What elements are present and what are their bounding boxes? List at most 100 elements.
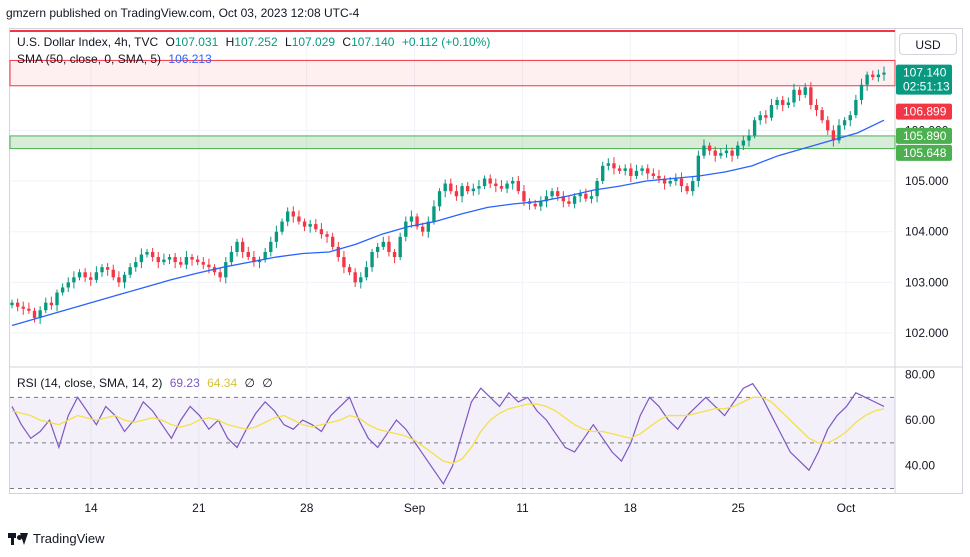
candle-body [685,186,689,192]
candle-body [471,188,475,192]
h-label: H [225,35,235,49]
time-tick-label: 11 [516,501,529,515]
price-label-box [896,103,952,120]
candle-body [769,105,774,118]
candle-body [617,168,622,171]
candle-body [77,272,82,278]
candle-body [21,306,25,309]
candle-body [707,145,712,151]
price-tick-label: 105.000 [905,174,949,188]
candle-body [826,120,830,131]
candle-body [730,150,734,156]
rsi-sma-line [11,396,885,465]
candle-body [308,224,312,227]
candle-body [477,186,481,189]
candle-body [409,216,414,222]
time-tick-label: Oct [837,501,856,515]
candle-body [803,87,807,95]
rsi-value: 69.23 [169,376,200,390]
resistance-zone [9,59,896,87]
candle-body [139,254,144,263]
candle-body [814,105,819,111]
candle-body [100,267,104,273]
candle-body [89,277,93,280]
sma-label[interactable]: SMA (50, close, 0, SMA, 5) [17,52,162,66]
tradingview-logo-icon [8,532,28,545]
price-label-box [896,144,952,161]
candle-body [460,186,464,197]
candle-body [859,84,864,100]
brand-name: TradingView [33,531,105,546]
candle-body [578,193,582,197]
candle-body [156,257,160,263]
candle-body [297,216,301,222]
candle-body [404,221,408,237]
candle-body [865,74,869,85]
candle-body [60,287,65,293]
candle-body [94,272,99,280]
candle-body [330,236,335,247]
main-legend: U.S. Dollar Index, 4h, TVC O107.031 H107… [17,35,494,49]
publish-header: gmzern published on TradingView.com, Oct… [6,6,360,20]
price-tick-label: 102.000 [905,326,949,340]
candle-body [145,251,149,255]
candle-body [173,257,177,263]
candle-body [224,262,228,278]
candle-body [854,99,858,116]
candle-body [494,183,498,187]
price-label-text: 105.648 [903,146,947,160]
symbol-name[interactable]: U.S. Dollar Index, 4h, TVC [17,35,159,49]
candle-body [606,163,611,166]
candle-body [561,196,566,202]
time-tick-label: 25 [731,501,745,515]
c-label: C [342,35,352,49]
candle-body [150,251,155,258]
candle-body [15,302,20,307]
candle-body [674,178,678,182]
candle-body [319,229,324,235]
currency-button[interactable]: USD [899,33,957,55]
candle-body [550,191,554,197]
candle-body [285,211,290,222]
rsi-label[interactable]: RSI (14, close, SMA, 14, 2) [17,376,163,390]
candle-body [876,74,881,78]
candle-body [544,196,549,202]
candle-body [207,264,211,268]
rsi-extra-2: ∅ [262,376,273,390]
chart-frame [9,28,963,494]
candle-body [302,221,307,227]
rsi-tick-label: 40.00 [905,459,935,473]
candle-body [105,267,110,270]
candle-body [758,115,762,121]
candle-body [364,267,369,278]
candle-body [454,191,459,197]
candle-body [572,196,577,204]
candle-body [719,153,723,156]
low-value: 107.029 [291,35,336,49]
candle-body [657,175,661,179]
rsi-legend: RSI (14, close, SMA, 14, 2) 69.23 64.34 … [17,376,277,390]
time-tick-label: Sep [404,501,426,515]
candle-body [713,150,717,156]
candle-body [201,262,205,265]
candle-body [162,259,166,263]
candle-body [871,74,875,78]
candle-body [10,302,14,306]
candle-body [556,191,560,197]
price-tick-label: 104.000 [905,225,949,239]
o-label: O [165,35,175,49]
candle-body [775,99,779,106]
candle-body [128,267,132,275]
candle-body [646,168,650,174]
candle-body [72,277,76,283]
candle-body [499,186,504,189]
candle-body [134,262,138,268]
candle-body [291,211,295,217]
close-value: 107.140 [351,35,395,49]
candle-body [736,145,740,156]
candle-body [809,87,813,106]
rsi-sma-value: 64.34 [207,376,238,390]
candle-body [218,272,222,278]
candle-body [381,241,385,247]
